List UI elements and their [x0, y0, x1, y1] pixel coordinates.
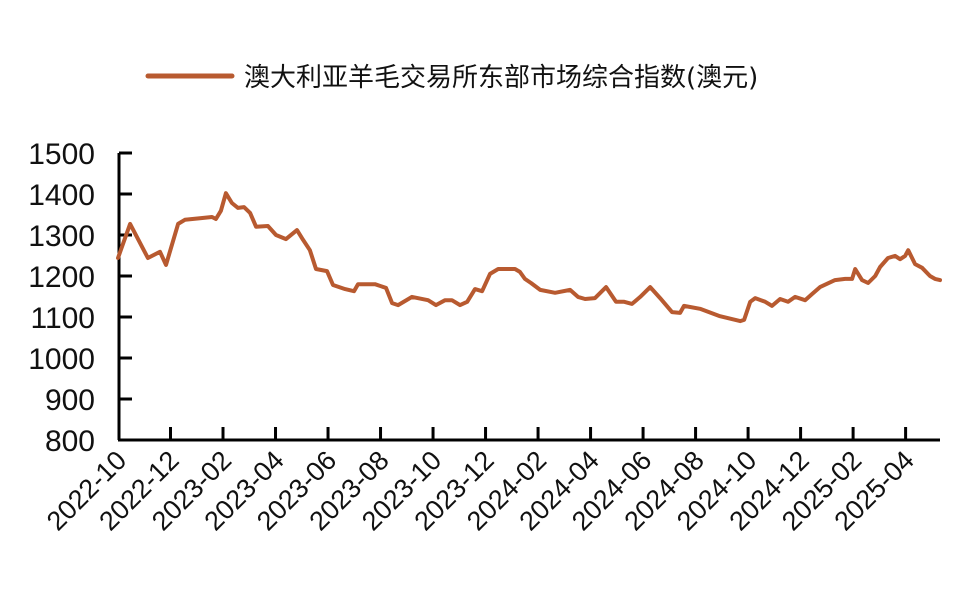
legend-label: 澳大利亚羊毛交易所东部市场综合指数(澳元)	[244, 63, 758, 93]
x-axis-ticks: 2022-102022-122023-022023-042023-062023-…	[41, 427, 920, 536]
y-tick-label: 1100	[30, 302, 95, 335]
y-tick-label: 1300	[28, 220, 95, 253]
y-tick-label: 1000	[28, 343, 95, 376]
legend: 澳大利亚羊毛交易所东部市场综合指数(澳元)	[145, 63, 758, 93]
y-tick-label: 900	[45, 384, 95, 417]
y-tick-label: 800	[45, 425, 95, 458]
y-axis-ticks: 800 900 1000 1100 1200 1300 1400 1500	[28, 138, 132, 458]
y-tick-label: 1400	[28, 179, 95, 212]
axes: 800 900 1000 1100 1200 1300 1400 1500 2022-1020…	[28, 138, 940, 536]
y-tick-label: 1500	[28, 138, 95, 171]
y-tick-label: 1200	[28, 261, 95, 294]
series-line-wool-index	[116, 191, 942, 324]
